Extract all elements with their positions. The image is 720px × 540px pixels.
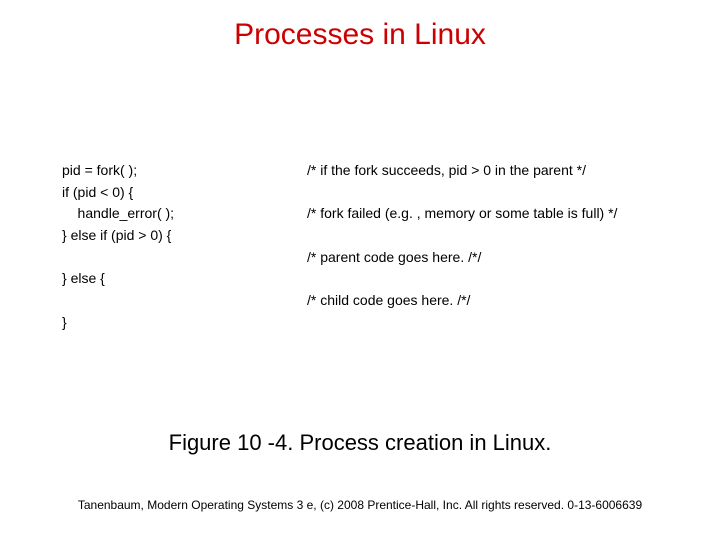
code-row: /* parent code goes here. /*/ [62, 247, 617, 269]
code-comment: /* if the fork succeeds, pid > 0 in the … [307, 160, 586, 182]
code-left: } else if (pid > 0) { [62, 225, 307, 247]
code-block: pid = fork( ); /* if the fork succeeds, … [62, 160, 617, 334]
copyright-footer: Tanenbaum, Modern Operating Systems 3 e,… [0, 498, 720, 512]
code-left [62, 290, 307, 312]
code-comment: /* parent code goes here. /*/ [307, 247, 481, 269]
code-left [62, 247, 307, 269]
code-left: pid = fork( ); [62, 160, 307, 182]
code-left: } else { [62, 268, 307, 290]
slide-title: Processes in Linux [0, 0, 720, 52]
code-row: pid = fork( ); /* if the fork succeeds, … [62, 160, 617, 182]
code-row: handle_error( ); /* fork failed (e.g. , … [62, 203, 617, 225]
code-comment: /* child code goes here. /*/ [307, 290, 470, 312]
code-left: handle_error( ); [62, 203, 307, 225]
code-row: /* child code goes here. /*/ [62, 290, 617, 312]
code-row: } [62, 312, 617, 334]
code-row: if (pid < 0) { [62, 182, 617, 204]
slide: Processes in Linux pid = fork( ); /* if … [0, 0, 720, 540]
code-comment: /* fork failed (e.g. , memory or some ta… [307, 203, 617, 225]
code-row: } else if (pid > 0) { [62, 225, 617, 247]
figure-caption: Figure 10 -4. Process creation in Linux. [0, 430, 720, 456]
code-left: } [62, 312, 307, 334]
code-row: } else { [62, 268, 617, 290]
code-left: if (pid < 0) { [62, 182, 307, 204]
